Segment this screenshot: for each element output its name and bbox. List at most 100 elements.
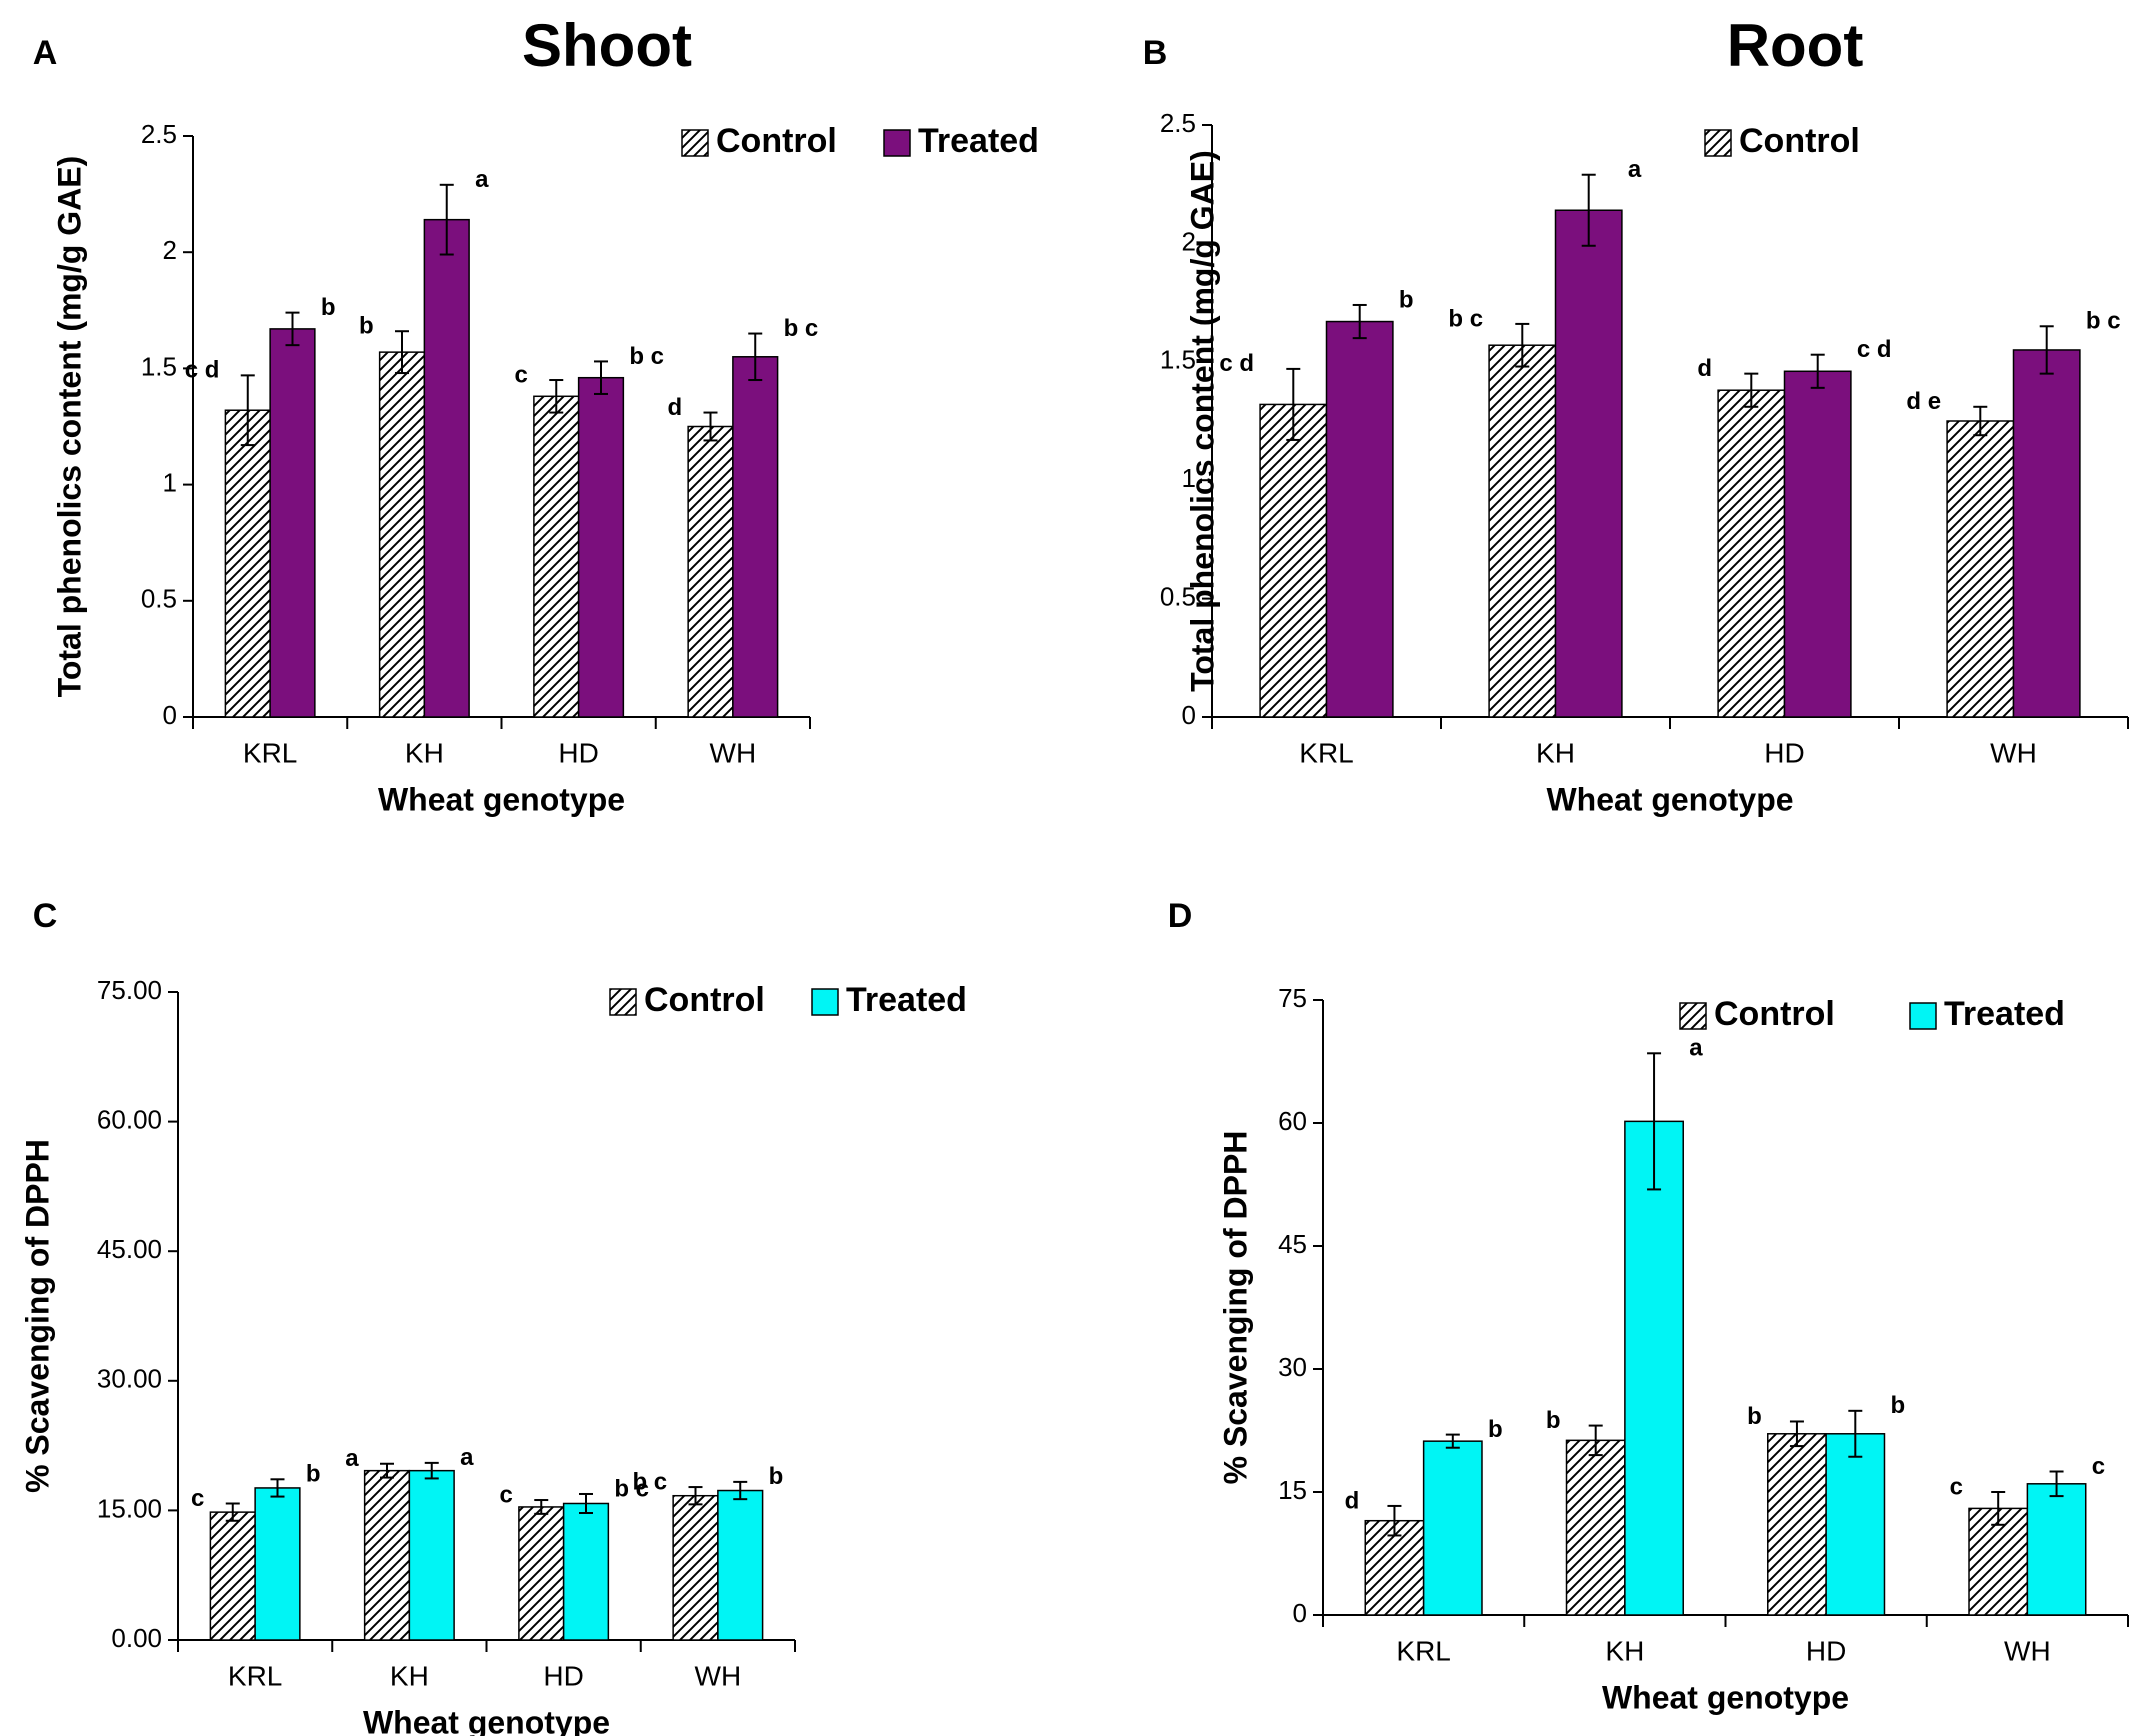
y-tick-label: 1.5 xyxy=(141,351,177,381)
bar-control xyxy=(1565,1439,1626,1616)
significance-letter: b c xyxy=(614,1475,649,1502)
bar-treated xyxy=(1554,209,1623,718)
legend-swatch-control xyxy=(1704,129,1732,157)
x-tick-label: KH xyxy=(390,1660,429,1691)
x-tick-label: HD xyxy=(1806,1635,1846,1666)
bar-treated xyxy=(254,1487,301,1641)
significance-letter: d xyxy=(667,394,682,421)
panel-label: D xyxy=(1168,897,1193,935)
significance-letter: a xyxy=(460,1444,474,1471)
significance-letter: d xyxy=(1697,355,1712,382)
significance-letter: a xyxy=(475,166,489,193)
chart-panel-b: B Root 0 0.5 1 1.5 2 2.5 KRL c d b KH b c a HD d c d WH d … xyxy=(1143,12,2129,817)
chart-title: Root xyxy=(1727,12,1864,79)
bar-control xyxy=(1488,344,1557,718)
error-bar xyxy=(748,332,763,382)
significance-letter: b xyxy=(321,294,336,321)
x-tick-label: KH xyxy=(405,737,444,768)
significance-letter: b xyxy=(359,313,374,340)
legend-swatch-treated xyxy=(811,988,839,1016)
error-bar xyxy=(285,311,300,347)
bar-control xyxy=(224,409,271,718)
y-tick-label: 0.5 xyxy=(1160,581,1196,611)
bar-treated xyxy=(1624,1120,1684,1616)
y-axis-label: % Scavenging of DPPH xyxy=(19,1139,55,1493)
error-bar xyxy=(1744,372,1759,408)
panel-label: B xyxy=(1143,34,1168,72)
significance-letter: b xyxy=(1488,1416,1503,1443)
legend-swatch-treated xyxy=(883,129,911,157)
bar-treated xyxy=(2012,349,2081,718)
bar-treated xyxy=(717,1489,764,1641)
significance-letter: b xyxy=(1399,286,1414,313)
bar-control xyxy=(1717,389,1786,718)
significance-letter: c d xyxy=(185,357,220,384)
error-bar xyxy=(1445,1433,1460,1449)
bar-treated xyxy=(1422,1440,1483,1616)
legend-swatch-control xyxy=(1679,1002,1707,1030)
y-tick-label: 2 xyxy=(1182,226,1196,256)
error-bar xyxy=(240,374,255,447)
x-tick-label: KRL xyxy=(228,1660,282,1691)
bar-control xyxy=(363,1469,411,1641)
x-tick-label: WH xyxy=(1990,737,2037,768)
legend: Control Treated xyxy=(609,981,967,1019)
y-axis-label: % Scavenging of DPPH xyxy=(1217,1131,1253,1485)
bar-control xyxy=(518,1506,565,1641)
bar-treated xyxy=(562,1502,610,1641)
error-bar xyxy=(2049,1470,2064,1498)
error-bar xyxy=(1286,367,1301,441)
bar-treated xyxy=(423,218,470,718)
bar-control xyxy=(1259,403,1328,718)
bar-control xyxy=(687,425,734,718)
significance-letter: b xyxy=(769,1463,784,1490)
legend-swatch-control xyxy=(681,129,709,157)
legend-label: Treated xyxy=(846,981,967,1019)
error-bar xyxy=(534,1499,549,1515)
significance-letter: b c xyxy=(784,315,819,342)
error-bar xyxy=(1973,405,1988,437)
significance-letter: c d xyxy=(1857,336,1892,363)
legend-label: Treated xyxy=(918,122,1039,160)
y-tick-label: 0.00 xyxy=(111,1623,162,1653)
significance-letter: c xyxy=(500,1481,513,1508)
error-bar xyxy=(2039,325,2054,375)
significance-letter: a xyxy=(345,1445,359,1472)
error-bar xyxy=(578,1492,593,1514)
y-tick-label: 1.5 xyxy=(1160,345,1196,375)
legend-swatch-treated xyxy=(1909,1002,1937,1030)
error-bar xyxy=(688,1486,703,1506)
y-tick-label: 45 xyxy=(1278,1229,1307,1259)
error-bar xyxy=(733,1480,748,1501)
significance-letter: c xyxy=(2092,1453,2105,1480)
error-bar xyxy=(380,1462,395,1479)
significance-letter: a xyxy=(1628,156,1642,183)
legend: Control Treated xyxy=(1679,995,2065,1033)
error-bar xyxy=(1387,1504,1402,1537)
significance-letter: d e xyxy=(1906,388,1941,415)
y-tick-label: 2 xyxy=(163,235,177,265)
error-bar xyxy=(549,379,564,414)
bar-control xyxy=(1968,1507,2029,1616)
bar-treated xyxy=(577,376,625,718)
y-tick-label: 60.00 xyxy=(97,1104,162,1134)
significance-letter: b c xyxy=(1448,305,1483,332)
x-tick-label: WH xyxy=(710,737,757,768)
legend: Control Treated xyxy=(681,122,1039,160)
error-bar xyxy=(225,1502,240,1522)
x-axis-label: Wheat genotype xyxy=(363,1704,610,1736)
x-axis-label: Wheat genotype xyxy=(1602,1679,1849,1715)
y-tick-label: 60 xyxy=(1278,1106,1307,1136)
bar-treated xyxy=(1325,320,1394,718)
legend-label: Control xyxy=(1739,122,1860,160)
y-tick-label: 0 xyxy=(1293,1598,1307,1628)
bar-control xyxy=(378,351,426,718)
y-tick-label: 15.00 xyxy=(97,1493,162,1523)
y-tick-label: 0 xyxy=(1182,700,1196,730)
bar-treated xyxy=(1783,370,1852,718)
panel-label: C xyxy=(33,897,58,935)
legend-swatch-control xyxy=(609,988,637,1016)
x-tick-label: WH xyxy=(2004,1635,2051,1666)
y-tick-label: 0.5 xyxy=(141,584,177,614)
